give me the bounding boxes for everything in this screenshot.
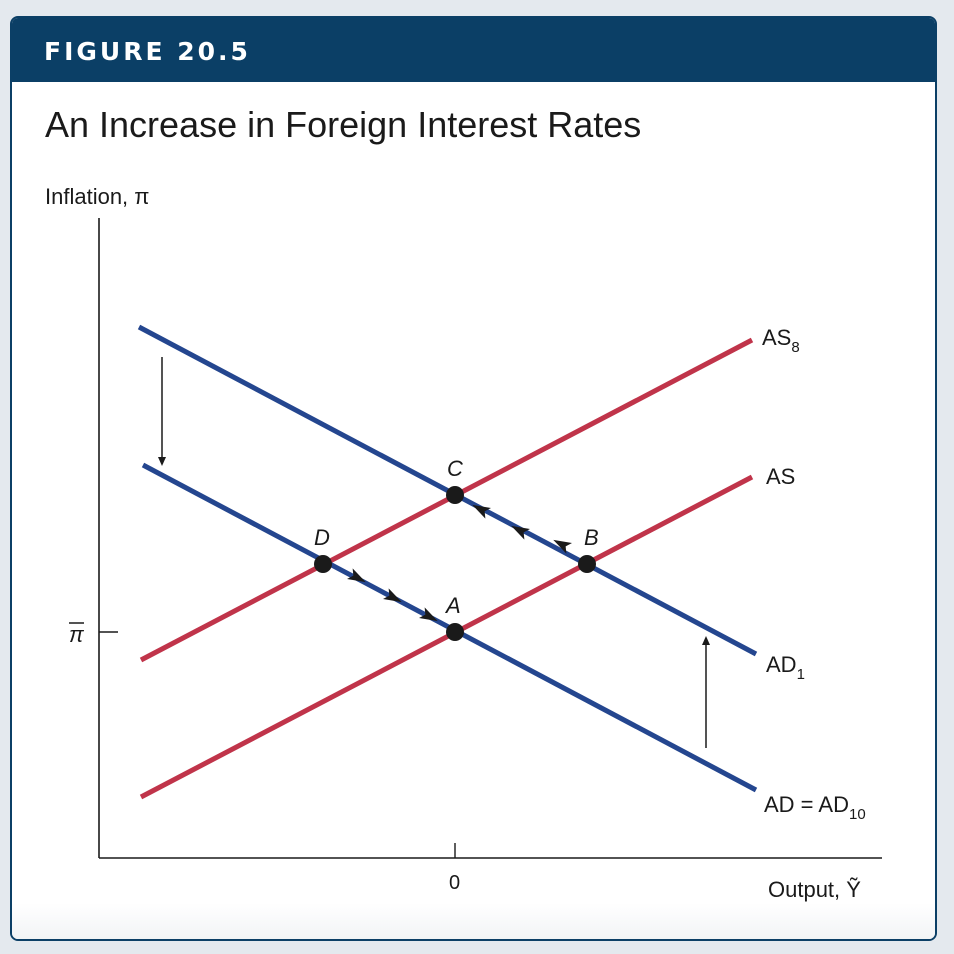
figure-title: An Increase in Foreign Interest Rates bbox=[45, 104, 642, 145]
ad-label: AD = AD10 bbox=[764, 792, 866, 823]
ad1-label: AD1 bbox=[766, 652, 805, 683]
path-arrows-d-to-a bbox=[347, 568, 438, 622]
point-c bbox=[446, 486, 464, 504]
zero-label: 0 bbox=[449, 872, 460, 894]
point-a bbox=[446, 623, 464, 641]
figure-header: FIGURE 20.5 bbox=[12, 18, 935, 82]
point-a-label: A bbox=[444, 593, 461, 618]
point-b bbox=[578, 555, 596, 573]
path-arrows-b-to-c bbox=[472, 504, 572, 554]
pi-bar-label: π bbox=[69, 622, 85, 647]
point-b-label: B bbox=[584, 525, 599, 550]
point-d bbox=[314, 555, 332, 573]
as-curve bbox=[139, 474, 754, 800]
figure-label: FIGURE 20.5 bbox=[44, 37, 251, 66]
as-label: AS bbox=[766, 464, 795, 489]
as8-curve bbox=[139, 337, 754, 663]
point-d-label: D bbox=[314, 525, 330, 550]
point-c-label: C bbox=[447, 456, 463, 481]
as8-label: AS8 bbox=[762, 325, 800, 356]
card-footer-shade bbox=[12, 903, 935, 939]
x-axis-label: Output, Ỹ bbox=[768, 877, 861, 902]
y-axis-label: Inflation, π bbox=[45, 184, 149, 209]
